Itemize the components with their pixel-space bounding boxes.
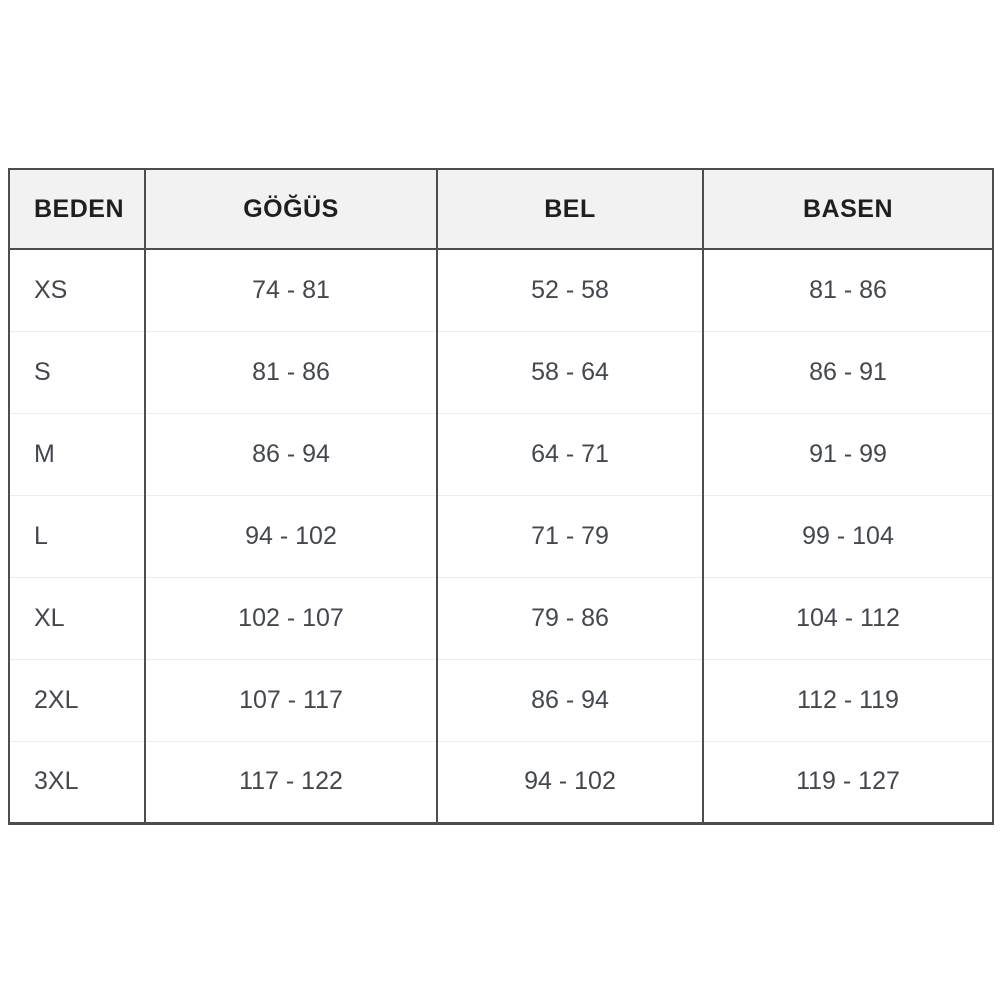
hips-range: 91 - 99 <box>702 412 994 495</box>
waist-range: 94 - 102 <box>436 740 704 823</box>
chest-range: 102 - 107 <box>144 576 438 659</box>
size-label: 2XL <box>8 658 146 741</box>
size-label: XS <box>8 249 146 331</box>
waist-range: 79 - 86 <box>436 576 704 659</box>
table-row-2xl: 2XL 107 - 117 86 - 94 112 - 119 <box>8 658 994 741</box>
table-row-xs: XS 74 - 81 52 - 58 81 - 86 <box>8 249 994 331</box>
table-row-xl: XL 102 - 107 79 - 86 104 - 112 <box>8 576 994 659</box>
size-label: 3XL <box>8 740 146 823</box>
waist-range: 58 - 64 <box>436 330 704 413</box>
size-chart-table: BEDEN GÖĞÜS BEL BASEN XS 74 - 81 52 - 58… <box>8 168 994 825</box>
waist-range: 86 - 94 <box>436 658 704 741</box>
hips-range: 104 - 112 <box>702 576 994 659</box>
size-label: L <box>8 494 146 577</box>
header-row: BEDEN GÖĞÜS BEL BASEN <box>8 169 994 250</box>
size-label: S <box>8 330 146 413</box>
column-header-chest: GÖĞÜS <box>144 169 438 250</box>
table-row-m: M 86 - 94 64 - 71 91 - 99 <box>8 412 994 495</box>
waist-range: 52 - 58 <box>436 249 704 331</box>
chest-range: 94 - 102 <box>144 494 438 577</box>
table-header: BEDEN GÖĞÜS BEL BASEN <box>8 169 994 250</box>
chest-range: 81 - 86 <box>144 330 438 413</box>
column-header-hips: BASEN <box>702 169 994 250</box>
chest-range: 74 - 81 <box>144 249 438 331</box>
column-header-waist: BEL <box>436 169 704 250</box>
table-body: XS 74 - 81 52 - 58 81 - 86 S 81 - 86 58 … <box>8 249 994 823</box>
waist-range: 71 - 79 <box>436 494 704 577</box>
column-header-size: BEDEN <box>8 169 146 250</box>
table-row-l: L 94 - 102 71 - 79 99 - 104 <box>8 494 994 577</box>
chest-range: 86 - 94 <box>144 412 438 495</box>
chest-range: 107 - 117 <box>144 658 438 741</box>
hips-range: 86 - 91 <box>702 330 994 413</box>
waist-range: 64 - 71 <box>436 412 704 495</box>
table-row-3xl: 3XL 117 - 122 94 - 102 119 - 127 <box>8 740 994 823</box>
size-label: M <box>8 412 146 495</box>
size-label: XL <box>8 576 146 659</box>
hips-range: 119 - 127 <box>702 740 994 823</box>
hips-range: 99 - 104 <box>702 494 994 577</box>
hips-range: 81 - 86 <box>702 249 994 331</box>
hips-range: 112 - 119 <box>702 658 994 741</box>
table-row-s: S 81 - 86 58 - 64 86 - 91 <box>8 330 994 413</box>
chest-range: 117 - 122 <box>144 740 438 823</box>
